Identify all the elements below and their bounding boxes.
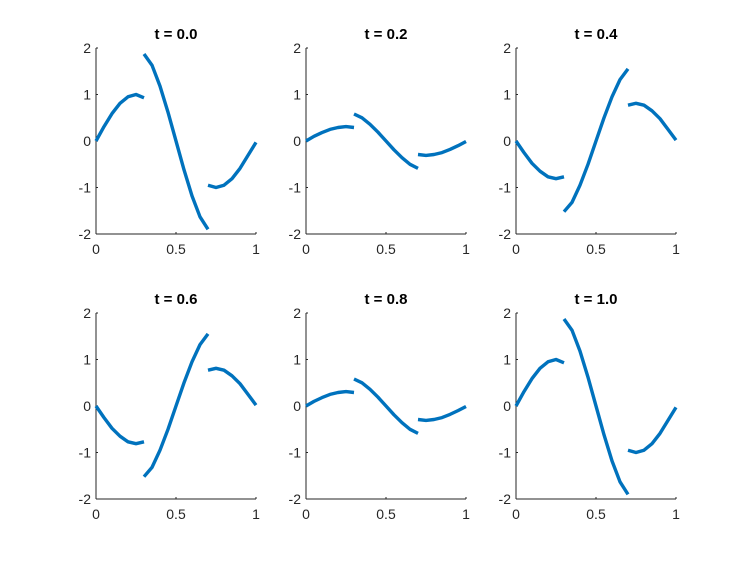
series-line-segment-1 xyxy=(305,389,355,408)
series-line-segment-2 xyxy=(562,67,630,213)
series-line-segment-2 xyxy=(353,112,419,170)
series-line-segment-2 xyxy=(142,332,210,478)
subplot-title: t = 0.4 xyxy=(575,26,619,43)
series-line-segment-1 xyxy=(94,92,145,142)
y-tick-label: 0 xyxy=(83,398,91,414)
x-tick-label: 1 xyxy=(252,506,260,522)
subplot-title: t = 0.6 xyxy=(155,291,198,308)
series-line-segment-1 xyxy=(514,357,565,407)
x-tick-label: 0 xyxy=(92,506,100,522)
y-tick-label: 1 xyxy=(293,87,301,103)
series-line-segment-2 xyxy=(142,53,210,231)
series-line-segment-3 xyxy=(417,139,467,158)
x-tick-label: 0.5 xyxy=(376,241,396,257)
x-tick-label: 0.5 xyxy=(166,506,186,522)
subplot-title: t = 0.8 xyxy=(365,291,408,308)
x-tick-label: 0.5 xyxy=(166,241,186,257)
series-line-segment-3 xyxy=(207,366,258,407)
subplot-2: t = 0.2 0 0.5 1 -2 -1 0 1 2 xyxy=(289,26,471,257)
y-tick-label: 0 xyxy=(293,398,301,414)
x-tick-label: 0.5 xyxy=(586,241,606,257)
y-tick-label: -1 xyxy=(289,445,302,461)
x-tick-label: 0 xyxy=(512,241,520,257)
y-tick-label: 2 xyxy=(503,40,511,56)
y-tick-label: -2 xyxy=(499,226,512,242)
series-line-segment-3 xyxy=(627,101,678,142)
series-line-segment-2 xyxy=(353,377,419,435)
x-tick-label: 0 xyxy=(512,506,520,522)
subplot-3: t = 0.4 0 0.5 1 -2 -1 0 1 2 xyxy=(499,26,681,257)
subplot-title: t = 0.2 xyxy=(365,26,408,43)
x-tick-label: 0.5 xyxy=(376,506,396,522)
y-tick-label: 0 xyxy=(503,398,511,414)
subplot-4: t = 0.6 0 0.5 1 -2 -1 0 1 2 xyxy=(79,291,261,522)
x-tick-label: 1 xyxy=(672,506,680,522)
x-tick-label: 0.5 xyxy=(586,506,606,522)
y-tick-label: 1 xyxy=(83,87,91,103)
y-tick-label: -2 xyxy=(499,491,512,507)
series-line-segment-3 xyxy=(627,406,678,455)
series-line-segment-3 xyxy=(207,141,258,190)
subplot-5: t = 0.8 0 0.5 1 -2 -1 0 1 2 xyxy=(289,291,471,522)
y-tick-label: 1 xyxy=(503,87,511,103)
x-tick-label: 0 xyxy=(92,241,100,257)
y-tick-label: -2 xyxy=(79,226,92,242)
subplot-6: t = 1.0 0 0.5 1 -2 -1 0 1 2 xyxy=(499,291,681,522)
y-tick-label: -1 xyxy=(499,180,512,196)
x-tick-label: 1 xyxy=(252,241,260,257)
series-line-segment-2 xyxy=(562,318,630,496)
y-tick-label: 2 xyxy=(293,305,301,321)
subplot-title: t = 0.0 xyxy=(155,26,198,43)
y-tick-label: 0 xyxy=(503,133,511,149)
y-tick-label: 2 xyxy=(83,40,91,56)
y-tick-label: -2 xyxy=(289,226,302,242)
y-tick-label: 1 xyxy=(83,352,91,368)
y-tick-label: -1 xyxy=(289,180,302,196)
x-tick-label: 0 xyxy=(302,506,310,522)
x-tick-label: 1 xyxy=(462,506,470,522)
y-tick-label: -1 xyxy=(79,180,92,196)
y-tick-label: 2 xyxy=(503,305,511,321)
y-tick-label: 1 xyxy=(503,352,511,368)
y-tick-label: -2 xyxy=(289,491,302,507)
series-line-segment-3 xyxy=(417,404,467,423)
subplot-1: t = 0.0 0 0.5 1 -2 -1 0 1 2 xyxy=(79,26,261,257)
series-line-segment-1 xyxy=(94,405,145,446)
y-tick-label: -1 xyxy=(79,445,92,461)
x-tick-label: 1 xyxy=(672,241,680,257)
x-tick-label: 1 xyxy=(462,241,470,257)
series-line-segment-1 xyxy=(514,140,565,181)
y-tick-label: 2 xyxy=(293,40,301,56)
y-tick-label: 0 xyxy=(293,133,301,149)
subplot-title: t = 1.0 xyxy=(575,291,618,308)
x-tick-label: 0 xyxy=(302,241,310,257)
y-tick-label: 2 xyxy=(83,305,91,321)
y-tick-label: -2 xyxy=(79,491,92,507)
series-line-segment-1 xyxy=(305,124,355,143)
y-tick-label: 0 xyxy=(83,133,91,149)
y-tick-label: 1 xyxy=(293,352,301,368)
y-tick-label: -1 xyxy=(499,445,512,461)
